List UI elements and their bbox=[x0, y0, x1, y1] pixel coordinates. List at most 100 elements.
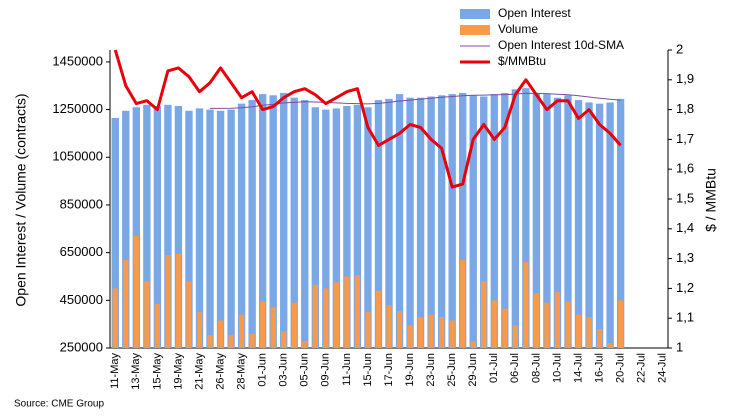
bar bbox=[269, 95, 277, 349]
y2-tick-label: 1,9 bbox=[676, 71, 694, 86]
bar bbox=[344, 276, 350, 348]
bar bbox=[270, 307, 276, 348]
legend-label: $/MMBtu bbox=[498, 54, 546, 68]
x-tick-label: 08-Jul bbox=[530, 353, 542, 383]
bar bbox=[416, 97, 425, 349]
x-tick-label: 01-Jun bbox=[257, 353, 269, 387]
bar bbox=[596, 328, 603, 348]
y-tick-label: 1450000 bbox=[52, 53, 103, 68]
x-tick-label: 01-Jul bbox=[488, 353, 500, 383]
bar bbox=[374, 100, 383, 349]
bar bbox=[165, 255, 171, 348]
bar bbox=[332, 108, 341, 349]
legend-swatch bbox=[460, 9, 490, 19]
x-tick-label: 26-May bbox=[214, 353, 226, 390]
bar bbox=[491, 300, 497, 348]
bar bbox=[175, 253, 182, 348]
bar bbox=[574, 100, 583, 349]
y2-axis-label: $ / MMBtu bbox=[703, 168, 719, 232]
bar bbox=[196, 312, 203, 348]
bar bbox=[133, 235, 139, 348]
bar bbox=[123, 259, 129, 348]
bar bbox=[439, 317, 445, 348]
bar bbox=[544, 302, 550, 348]
bar bbox=[365, 312, 371, 348]
x-tick-label: 03-Jun bbox=[278, 353, 290, 387]
y2-tick-label: 1,2 bbox=[676, 280, 694, 295]
bar bbox=[258, 94, 267, 348]
x-tick-label: 21-May bbox=[193, 353, 205, 390]
x-tick-label: 28-May bbox=[236, 353, 248, 390]
bar bbox=[617, 300, 624, 348]
bar bbox=[512, 325, 518, 348]
source: Source: CME Group bbox=[14, 399, 104, 410]
x-tick-label: 09-Jun bbox=[320, 353, 332, 387]
bar bbox=[301, 100, 309, 349]
bar bbox=[470, 340, 476, 348]
bar bbox=[533, 293, 540, 348]
x-tick-label: 13-May bbox=[130, 353, 142, 390]
bar bbox=[564, 95, 572, 349]
x-tick-label: 15-May bbox=[151, 353, 163, 390]
bar bbox=[174, 106, 183, 348]
x-tick-label: 19-May bbox=[172, 353, 184, 390]
bar bbox=[364, 107, 372, 348]
bar bbox=[311, 107, 319, 348]
bar bbox=[228, 334, 234, 348]
bar bbox=[281, 331, 287, 348]
bar bbox=[396, 311, 403, 348]
y-tick-label: 450000 bbox=[60, 292, 103, 307]
bar bbox=[448, 94, 456, 348]
bar bbox=[164, 104, 172, 348]
bar bbox=[153, 106, 162, 348]
x-tick-label: 16-Jul bbox=[593, 353, 605, 383]
bar bbox=[523, 262, 529, 348]
bar bbox=[227, 109, 235, 348]
y2-tick-label: 1,4 bbox=[676, 220, 694, 235]
bar bbox=[312, 284, 318, 348]
bar bbox=[354, 275, 361, 348]
y-tick-label: 850000 bbox=[60, 196, 103, 211]
x-tick-label: 10-Jul bbox=[551, 353, 563, 383]
bar bbox=[586, 317, 592, 348]
bar bbox=[460, 259, 466, 348]
bar bbox=[249, 333, 255, 348]
y2-tick-label: 1 bbox=[676, 339, 683, 354]
bar bbox=[480, 96, 488, 348]
bar bbox=[585, 102, 593, 348]
x-tick-label: 29-Jun bbox=[467, 353, 479, 387]
bar bbox=[195, 108, 204, 349]
bar bbox=[386, 305, 392, 348]
x-tick-label: 11-May bbox=[109, 353, 121, 389]
bar bbox=[144, 281, 150, 348]
bar bbox=[532, 92, 541, 348]
y2-tick-label: 1,3 bbox=[676, 250, 694, 265]
x-tick-label: 19-Jun bbox=[404, 353, 416, 387]
bar bbox=[607, 343, 613, 348]
x-tick-label: 24-Jul bbox=[657, 353, 669, 383]
bar bbox=[122, 110, 130, 349]
bar bbox=[616, 98, 625, 348]
bar bbox=[238, 314, 245, 348]
y2-tick-label: 2 bbox=[676, 41, 683, 56]
bar bbox=[207, 334, 213, 348]
bar bbox=[322, 109, 330, 348]
bar bbox=[206, 109, 214, 348]
bar bbox=[481, 281, 487, 348]
bar bbox=[543, 94, 551, 348]
bar bbox=[490, 94, 498, 348]
bar bbox=[522, 88, 530, 349]
legend-swatch bbox=[460, 25, 490, 35]
bar bbox=[575, 314, 582, 348]
x-tick-label: 14-Jul bbox=[572, 353, 584, 383]
legend-label: Open Interest bbox=[498, 6, 571, 20]
x-tick-label: 11-Jun bbox=[341, 353, 353, 386]
bar bbox=[217, 320, 224, 348]
bar bbox=[216, 110, 225, 349]
bar bbox=[406, 97, 414, 349]
bar bbox=[553, 97, 562, 349]
bar bbox=[469, 95, 477, 349]
bar bbox=[385, 98, 393, 348]
y-axis-label: Open Interest / Volume (contracts) bbox=[13, 93, 29, 306]
